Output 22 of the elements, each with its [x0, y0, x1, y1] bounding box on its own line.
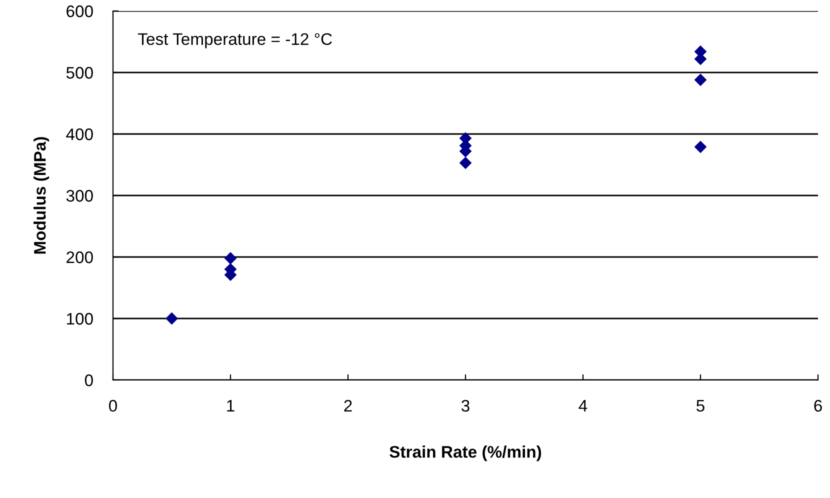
x-tick-label: 2 [344, 400, 352, 412]
point [694, 140, 707, 154]
x-axis-title: Strain Rate (%/min) [390, 446, 542, 462]
x-tick-label: 0 [109, 400, 117, 412]
x-tick-label: 5 [696, 400, 704, 412]
y-tick-label: 0 [84, 374, 93, 386]
point [694, 74, 707, 86]
y-tick-label: 600 [66, 5, 93, 18]
x-tick-label: 6 [814, 400, 822, 412]
y-tick-label: 500 [66, 66, 93, 79]
x-tick-label: 4 [578, 400, 588, 412]
point [459, 156, 472, 170]
x-tick-label: 1 [227, 400, 234, 412]
point [224, 252, 237, 264]
y-tick-label: 100 [67, 312, 93, 325]
point [166, 312, 178, 325]
y-axis-title: Modulus (MPa) [34, 137, 50, 254]
x-tick-label: 3 [462, 400, 470, 412]
y-tick-label: 300 [66, 190, 93, 202]
y-tick-label: 400 [66, 128, 93, 140]
annotation: Test Temperature = -12 °C [138, 33, 332, 48]
y-tick-label: 200 [66, 251, 93, 264]
